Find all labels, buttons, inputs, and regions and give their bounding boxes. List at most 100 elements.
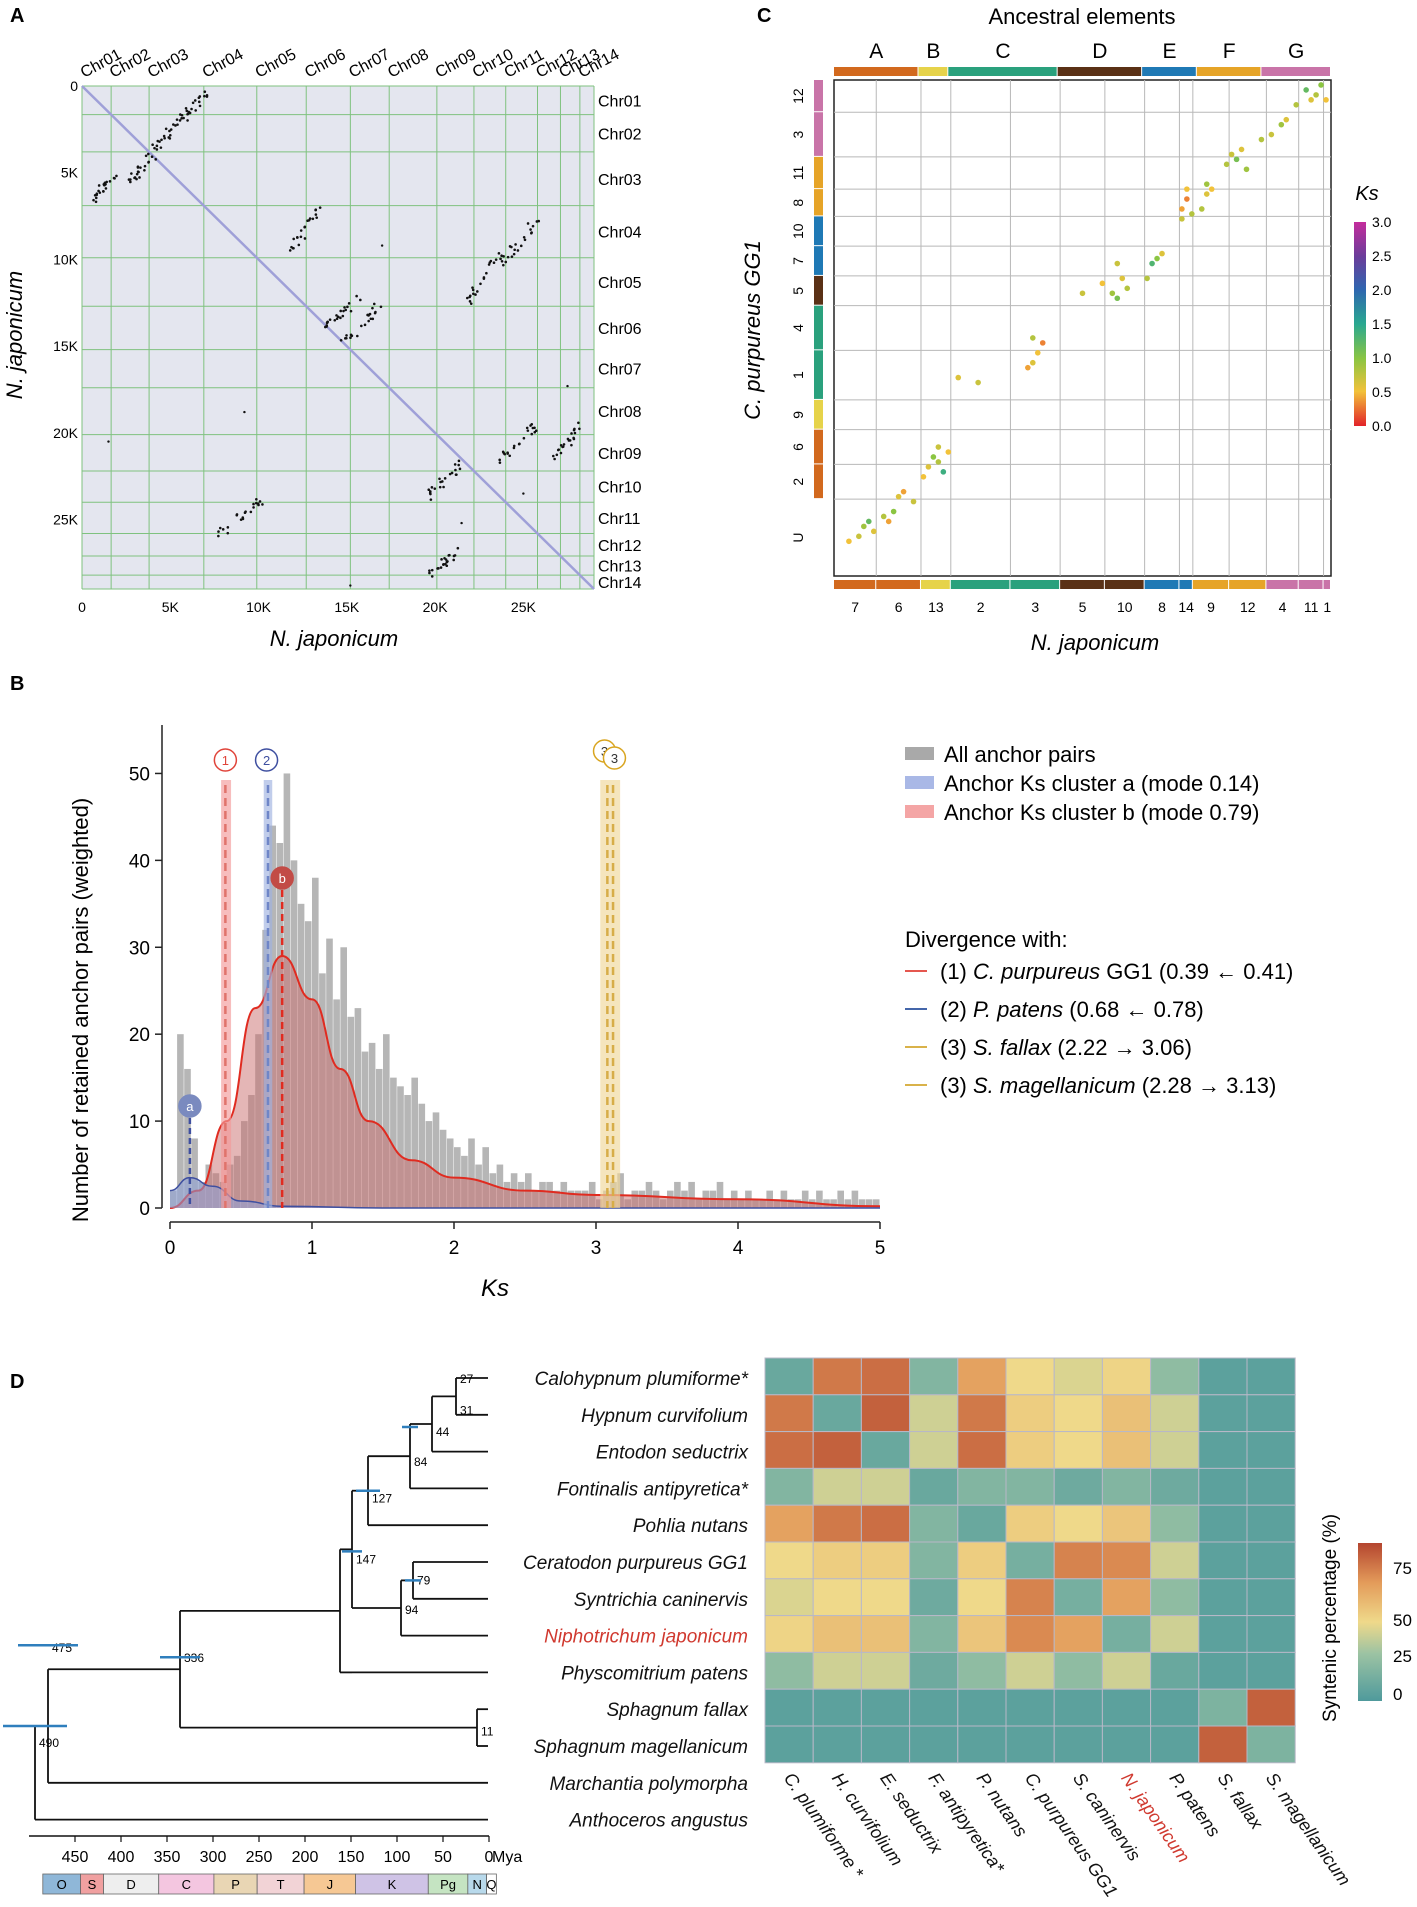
dotplot-point bbox=[535, 220, 539, 223]
ancestral-element-segment bbox=[1142, 67, 1196, 76]
heatmap-cell bbox=[1198, 1357, 1248, 1396]
y-element-segment bbox=[814, 189, 823, 216]
panel-d: D 27314484127799414733611475490 Calohypn… bbox=[3, 1357, 1412, 1901]
species-label: Calohypnum plumiforme* bbox=[535, 1369, 749, 1390]
right-chromosome-label: Chr04 bbox=[598, 225, 642, 242]
dotplot-point bbox=[531, 224, 535, 228]
top-chromosome-label: Chr05 bbox=[253, 46, 300, 82]
species-label: Marchantia polymorpha bbox=[549, 1774, 748, 1795]
heatmap-cell bbox=[860, 1504, 911, 1543]
synteny-point bbox=[1258, 136, 1265, 143]
dotplot-point bbox=[290, 245, 293, 249]
time-tick-label: 350 bbox=[154, 1849, 181, 1866]
divergence-marker-label: 3 bbox=[601, 744, 608, 759]
divergence-species: S. fallax bbox=[973, 1035, 1052, 1060]
x-tick-label: 0 bbox=[165, 1238, 176, 1259]
dotplot-diagonal bbox=[81, 85, 595, 590]
species-label: Entodon seductrix bbox=[596, 1443, 750, 1464]
dotplot-point bbox=[339, 316, 342, 320]
heatmap-cell bbox=[957, 1357, 1007, 1396]
heatmap-cell bbox=[1150, 1467, 1200, 1506]
dotplot-point bbox=[500, 259, 504, 263]
heatmap-column-label: S. fallax bbox=[1214, 1769, 1268, 1834]
legend-swatch bbox=[905, 776, 934, 789]
dotplot-point bbox=[360, 324, 363, 328]
dotplot-point bbox=[534, 429, 538, 432]
right-chromosome-label: Chr11 bbox=[598, 511, 640, 528]
top-chromosome-label: Chr04 bbox=[200, 46, 247, 82]
dotplot-point bbox=[573, 431, 577, 435]
dotplot-point bbox=[318, 206, 322, 209]
dotplot-point bbox=[497, 252, 501, 255]
dotplot-point bbox=[292, 237, 295, 241]
histogram-bar bbox=[716, 1181, 724, 1208]
y-element-segment bbox=[814, 216, 823, 246]
right-chromosome-label: Chr05 bbox=[598, 275, 642, 292]
heatmap-cell bbox=[1246, 1725, 1296, 1764]
dotplot-point bbox=[249, 510, 253, 514]
dotplot-point bbox=[489, 259, 493, 263]
dotplot-point bbox=[471, 288, 475, 292]
dotplot-point bbox=[551, 454, 555, 458]
dotplot-point bbox=[355, 294, 358, 298]
x-chromosome-label: 7 bbox=[851, 599, 859, 615]
x-element-segment bbox=[1144, 580, 1179, 589]
synteny-point bbox=[1283, 116, 1290, 123]
x-chromosome-label: 8 bbox=[1158, 599, 1166, 615]
x-element-segment bbox=[920, 580, 950, 589]
heatmap-cell bbox=[957, 1431, 1007, 1469]
ks-mixture-curves bbox=[169, 954, 881, 1209]
histogram-bar bbox=[645, 1181, 653, 1208]
synteny-point bbox=[1109, 290, 1116, 297]
ks-y-axis-title: Number of retained anchor pairs (weighte… bbox=[68, 798, 93, 1222]
y-chromosome-label: 10 bbox=[790, 223, 806, 239]
dotplot-point bbox=[492, 261, 496, 265]
heatmap-cell bbox=[764, 1504, 814, 1543]
y-chromosome-label: 7 bbox=[790, 257, 806, 265]
synteny-point bbox=[1208, 186, 1215, 192]
dotplot-point bbox=[570, 443, 573, 447]
divergence-range: GG1 (0.39 ← 0.41) bbox=[1100, 959, 1293, 984]
divergence-marker bbox=[602, 746, 627, 770]
synteny-point bbox=[945, 449, 952, 455]
time-tick-label: 200 bbox=[292, 1849, 319, 1866]
dotplot-point bbox=[440, 558, 443, 561]
histogram-bar bbox=[397, 1086, 404, 1208]
y-element-segment bbox=[814, 80, 823, 112]
top-chromosome-label: Chr08 bbox=[385, 46, 432, 82]
dotplot-point bbox=[577, 421, 580, 425]
histogram-bar bbox=[617, 1173, 624, 1208]
synteny-point bbox=[1184, 186, 1190, 192]
synteny-point bbox=[1030, 335, 1036, 341]
divergence-species: S. magellanicum bbox=[973, 1073, 1136, 1098]
heatmap-cell bbox=[860, 1357, 911, 1396]
synteny-point bbox=[1030, 359, 1036, 366]
y-tick-label: 15K bbox=[53, 338, 79, 354]
dotplot-point bbox=[226, 526, 230, 529]
time-tick-label: 450 bbox=[62, 1849, 89, 1866]
heatmap-cell bbox=[1005, 1467, 1055, 1506]
ancestral-element-segment bbox=[1261, 67, 1330, 76]
heatmap-cell bbox=[1101, 1651, 1152, 1690]
heatmap-cell bbox=[1150, 1504, 1200, 1543]
dotplot-point bbox=[147, 160, 150, 164]
divergence-range: (2.28 → 3.13) bbox=[1136, 1073, 1277, 1098]
geologic-period bbox=[486, 1873, 497, 1895]
dotplot-point bbox=[438, 485, 442, 489]
x-element-segment bbox=[1192, 580, 1229, 589]
dotplot-point bbox=[323, 325, 327, 329]
heatmap-cell bbox=[1005, 1725, 1055, 1764]
y-element-segment bbox=[814, 464, 823, 499]
dotplot-point bbox=[343, 306, 346, 309]
heatmap-cell bbox=[1198, 1651, 1248, 1690]
heatmap-cell bbox=[1198, 1431, 1248, 1469]
synteny-point bbox=[935, 459, 942, 465]
panel-a-label: A bbox=[10, 5, 24, 27]
heatmap-cell bbox=[909, 1541, 959, 1580]
dotplot-point bbox=[97, 189, 100, 193]
dotplot-point bbox=[566, 384, 569, 388]
dotplot-point bbox=[94, 196, 98, 200]
heatmap-cell bbox=[1053, 1578, 1103, 1617]
heatmap-cell bbox=[1005, 1651, 1055, 1690]
